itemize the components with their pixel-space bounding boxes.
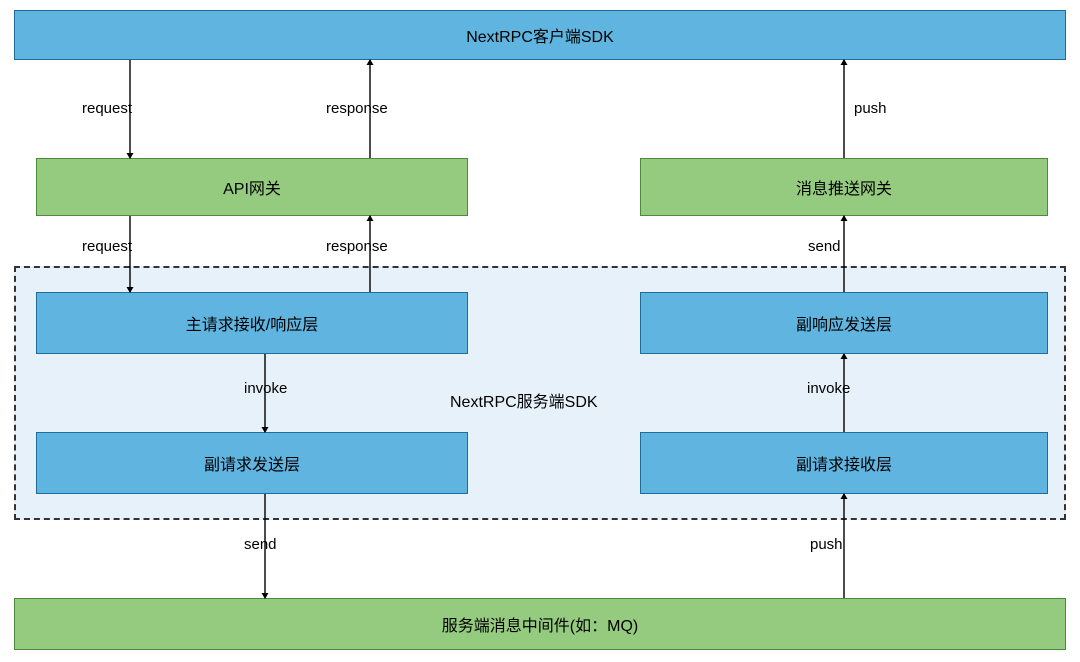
edge-label-e5: response <box>326 238 388 255</box>
edge-label-e6: send <box>808 238 841 255</box>
node-label: 副请求接收层 <box>796 451 892 475</box>
edge-label-e9: send <box>244 536 277 553</box>
node-label: 服务端消息中间件(如：MQ) <box>442 612 638 636</box>
node-push-gateway: 消息推送网关 <box>640 158 1048 216</box>
node-api-gateway: API网关 <box>36 158 468 216</box>
edge-label-e4: request <box>82 238 132 255</box>
node-label: 副请求发送层 <box>204 451 300 475</box>
node-sub-request-recv-layer: 副请求接收层 <box>640 432 1048 494</box>
edge-label-e2: response <box>326 100 388 117</box>
node-label: 主请求接收/响应层 <box>186 311 318 335</box>
edge-label-e3: push <box>854 100 887 117</box>
node-client-sdk: NextRPC客户端SDK <box>14 10 1066 60</box>
server-sdk-label: NextRPC服务端SDK <box>450 388 598 412</box>
node-sub-request-send-layer: 副请求发送层 <box>36 432 468 494</box>
edge-label-e7: invoke <box>244 380 287 397</box>
node-message-middleware: 服务端消息中间件(如：MQ) <box>14 598 1066 650</box>
node-label: NextRPC客户端SDK <box>466 23 614 47</box>
node-label: 消息推送网关 <box>796 175 892 199</box>
edge-label-e1: request <box>82 100 132 117</box>
node-main-request-layer: 主请求接收/响应层 <box>36 292 468 354</box>
edge-label-e10: push <box>810 536 843 553</box>
edge-label-e8: invoke <box>807 380 850 397</box>
node-label: 副响应发送层 <box>796 311 892 335</box>
architecture-diagram: NextRPC客户端SDK API网关 消息推送网关 主请求接收/响应层 副请求… <box>0 0 1080 662</box>
node-label: API网关 <box>223 175 281 199</box>
node-sub-response-send-layer: 副响应发送层 <box>640 292 1048 354</box>
